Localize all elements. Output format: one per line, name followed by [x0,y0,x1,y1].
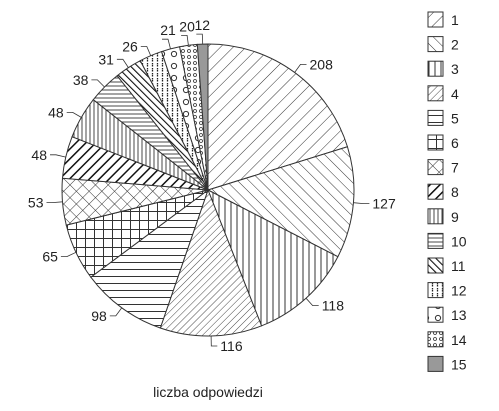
legend-swatch-11 [427,257,444,274]
legend-swatch-10 [427,232,444,249]
x-axis-label: liczba odpowiedzi [153,384,263,400]
leader-line-5 [109,307,123,317]
leader-line-15 [196,33,204,45]
data-label-1: 208 [310,56,334,72]
data-label-15: 12 [195,17,211,33]
legend-swatch-12 [427,282,444,299]
legend-label-12: 12 [451,283,467,299]
leader-line-3 [305,297,319,307]
leader-line-13 [162,38,171,49]
legend-label-1: 1 [451,12,459,28]
data-label-6: 65 [42,249,58,265]
legend-label-4: 4 [451,86,459,102]
leader-line-12 [140,46,152,56]
data-label-14: 20 [179,18,195,34]
leader-line-14 [181,35,189,46]
data-label-9: 48 [48,104,64,120]
data-label-13: 21 [160,22,176,38]
legend-label-7: 7 [451,160,459,176]
data-label-11: 31 [98,51,114,67]
legend-label-8: 8 [451,184,459,200]
legend-swatch-8 [427,183,444,200]
legend-swatch-4 [427,85,444,102]
data-label-3: 118 [322,298,345,314]
legend-label-5: 5 [451,110,459,126]
legend-swatch-6 [427,134,444,151]
leader-line-1 [294,64,307,73]
legend-swatch-3 [427,60,444,77]
leader-line-6 [60,251,77,258]
data-label-12: 26 [122,39,138,55]
data-label-7: 53 [28,195,44,211]
legend-swatch-2 [427,36,444,53]
legend-swatch-1 [427,11,444,28]
leader-line-10 [91,79,105,88]
leader-line-11 [116,58,129,68]
leader-line-4 [210,335,218,347]
leader-lines [46,33,370,347]
leader-line-8 [50,154,66,158]
pie-slice-1 [207,43,349,191]
legend-label-9: 9 [451,209,459,225]
leader-line-9 [66,112,82,118]
data-label-5: 98 [91,308,107,324]
pie-slice-5 [90,188,210,329]
pie-slice-4 [159,188,263,337]
legend-label-13: 13 [451,307,467,323]
data-label-2: 127 [372,196,396,212]
legend-label-3: 3 [451,61,459,77]
pie-slice-3 [207,188,339,327]
legend-label-15: 15 [451,356,467,372]
legend-swatch-14 [427,331,444,348]
data-label-8: 48 [31,147,47,163]
legend-swatch-5 [427,109,444,126]
data-label-10: 38 [73,72,89,88]
legend-label-10: 10 [451,233,467,249]
legend-label-2: 2 [451,37,459,53]
leader-line-7 [46,201,63,204]
pie-slices [61,43,355,337]
legend-swatch-15 [427,355,444,372]
data-label-4: 116 [220,338,243,354]
legend-label-6: 6 [451,135,459,151]
legend-swatch-9 [427,208,444,225]
leader-line-2 [353,202,370,205]
legend-swatch-7 [427,159,444,176]
legend-swatch-13 [427,306,444,323]
data-labels: 208 127 118 116 98 65 53 48 48 38 31 26 21 20 12 [28,17,396,354]
legend-label-11: 11 [451,258,466,274]
legend-label-14: 14 [451,332,467,348]
